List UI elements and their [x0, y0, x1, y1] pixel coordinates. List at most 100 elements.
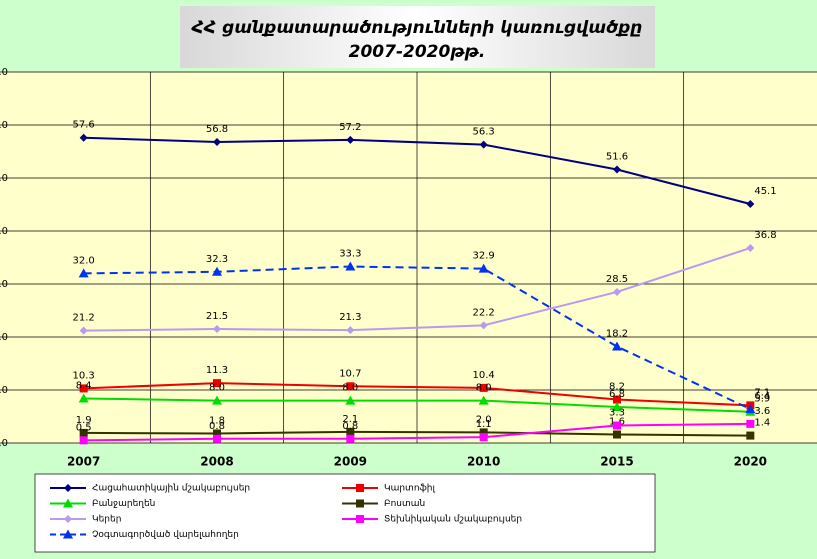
y-tick-label: 40.0: [0, 226, 8, 237]
data-label: 21.2: [73, 313, 95, 324]
data-label: 57.6: [73, 120, 95, 131]
y-tick-label: 20.0: [0, 332, 8, 343]
data-label: 0.8: [209, 421, 225, 432]
marker: [356, 515, 364, 523]
marker: [613, 421, 621, 430]
marker: [746, 419, 755, 428]
data-label: 56.8: [206, 124, 228, 135]
plot-area: [0, 72, 817, 443]
marker: [479, 140, 488, 149]
data-label: 57.2: [339, 122, 361, 133]
series-line: [83, 247, 751, 332]
marker: [746, 199, 755, 208]
series-line: [83, 265, 751, 410]
marker: [79, 428, 88, 437]
marker: [479, 383, 488, 392]
marker: [212, 395, 222, 405]
data-label: 1.1: [476, 419, 492, 430]
marker: [78, 393, 89, 403]
data-label: 22.2: [473, 307, 495, 318]
marker: [346, 427, 355, 436]
marker: [612, 341, 622, 351]
data-label: 33.3: [339, 249, 361, 260]
title-box: [180, 6, 655, 68]
data-label: 3.6: [754, 406, 770, 417]
marker: [63, 529, 73, 539]
y-tick-label: 70.0: [0, 67, 8, 78]
marker: [79, 384, 88, 393]
data-label: 32.3: [206, 254, 228, 265]
data-label: 8.4: [76, 380, 92, 391]
x-tick-label: 2009: [334, 455, 367, 469]
marker: [213, 434, 221, 443]
data-label: 10.7: [339, 368, 361, 379]
y-tick-label: 60.0: [0, 120, 8, 131]
legend-label: Չօգտագործված վարելահողեր: [92, 530, 239, 540]
data-label: 2.0: [476, 414, 492, 425]
marker: [63, 498, 73, 508]
marker: [213, 379, 221, 388]
marker: [346, 326, 355, 335]
marker: [746, 243, 755, 252]
marker: [345, 395, 356, 405]
marker: [79, 436, 88, 445]
chart-subtitle: 2007-2020թթ.: [349, 42, 486, 62]
legend-label: Բոստան: [384, 499, 425, 509]
data-label: 51.6: [606, 152, 628, 163]
marker: [212, 266, 222, 276]
marker: [213, 325, 221, 334]
data-label: 0.8: [342, 421, 358, 432]
data-label: 28.5: [606, 274, 628, 285]
data-label: 32.0: [73, 255, 95, 266]
y-tick-label: 30.0: [0, 279, 8, 290]
data-label: 21.3: [339, 312, 361, 323]
data-label: 7.1: [754, 387, 770, 398]
data-label: 11.3: [206, 365, 228, 376]
data-label: 21.5: [206, 311, 228, 322]
data-label: 56.3: [473, 127, 495, 138]
data-label: 1.4: [754, 418, 770, 429]
data-label: 1.8: [209, 415, 225, 426]
data-label: 1.9: [76, 415, 92, 426]
marker: [213, 429, 221, 438]
data-label: 8.0: [476, 383, 492, 394]
marker: [746, 431, 755, 440]
marker: [745, 404, 756, 414]
data-label: 3.3: [609, 408, 625, 419]
marker: [79, 326, 88, 335]
marker: [613, 165, 621, 174]
y-tick-label: 0.0: [0, 438, 8, 449]
data-label: 2.1: [342, 414, 358, 425]
x-tick-label: 2020: [734, 455, 767, 469]
legend-label: Տեխնիկական մշակաբույսեր: [384, 515, 522, 525]
legend-label: Կարտոֆիլ: [384, 484, 435, 494]
data-label: 0.5: [76, 422, 92, 433]
data-label: 6.4: [754, 391, 770, 402]
marker: [346, 135, 355, 144]
data-label: 8.2: [609, 382, 625, 393]
marker: [79, 133, 88, 142]
x-tick-label: 2008: [200, 455, 233, 469]
x-tick-label: 2007: [67, 455, 100, 469]
data-label: 36.8: [754, 230, 776, 241]
marker: [613, 430, 621, 439]
marker: [345, 261, 356, 271]
legend-label: Կերեր: [92, 515, 121, 525]
marker: [613, 395, 621, 404]
data-label: 45.1: [754, 186, 776, 197]
chart-title: ՀՀ ցանքատարածությունների կառուցվածքը: [191, 18, 643, 38]
marker: [64, 515, 72, 523]
marker: [613, 287, 621, 296]
series-line: [83, 397, 751, 413]
marker: [346, 382, 355, 391]
marker: [78, 268, 89, 278]
x-tick-label: 2015: [600, 455, 633, 469]
data-label: 6.8: [609, 389, 625, 400]
marker: [356, 499, 364, 508]
y-tick-label: 10.0: [0, 385, 8, 396]
data-label: 10.3: [73, 370, 95, 381]
marker: [479, 428, 488, 437]
marker: [64, 484, 72, 492]
